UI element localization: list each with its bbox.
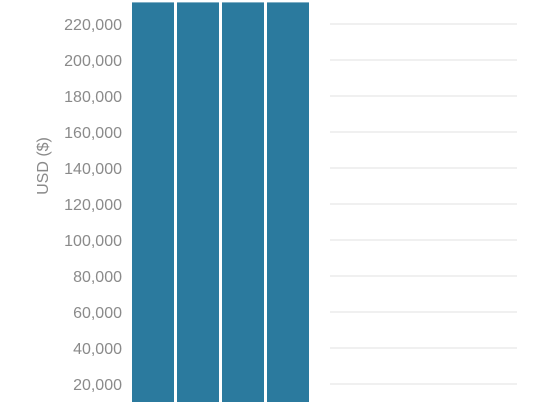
y-tick-label: 220,000 [64, 17, 122, 34]
y-axis-ticks: 20,000 40,000 60,000 80,000 100,000 120,000 14… [64, 17, 122, 394]
y-tick-label: 100,000 [64, 233, 122, 250]
y-tick-label: 40,000 [73, 341, 122, 358]
y-tick-label: 180,000 [64, 89, 122, 106]
bars [132, 2, 309, 402]
y-tick-label: 80,000 [73, 269, 122, 286]
bar-2 [177, 2, 219, 402]
gridlines [330, 23, 517, 385]
y-tick-label: 20,000 [73, 377, 122, 394]
y-tick-label: 120,000 [64, 197, 122, 214]
y-tick-label: 160,000 [64, 125, 122, 142]
y-tick-label: 140,000 [64, 161, 122, 178]
y-tick-label: 60,000 [73, 305, 122, 322]
bar-1 [132, 2, 174, 402]
y-tick-label: 200,000 [64, 53, 122, 70]
y-axis-label: USD ($) [35, 137, 52, 195]
bar-3 [222, 2, 264, 402]
bar-4 [267, 2, 309, 402]
